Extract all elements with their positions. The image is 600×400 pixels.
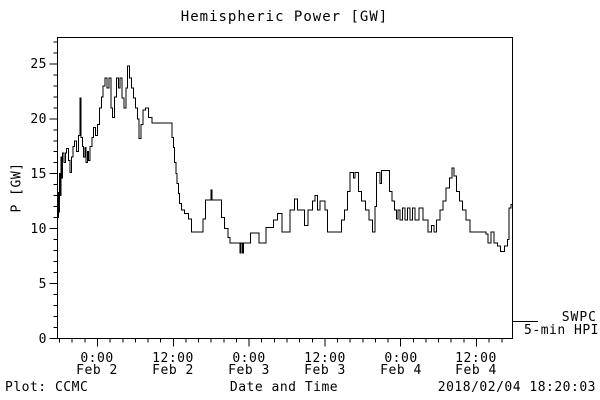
x-tick-time-label: 0:00 bbox=[80, 351, 114, 366]
legend-series-label: SWPC bbox=[561, 310, 597, 325]
x-tick-time-label: 0:00 bbox=[232, 351, 266, 366]
y-tick-label: 0 bbox=[38, 332, 47, 347]
footer-plot-source: Plot: CCMC bbox=[5, 380, 89, 395]
x-tick-date-label: Feb 2 bbox=[152, 363, 194, 378]
x-tick-date-label: Feb 3 bbox=[304, 363, 346, 378]
y-tick-label: 5 bbox=[38, 277, 47, 292]
x-axis-title: Date and Time bbox=[229, 380, 339, 395]
x-tick-time-label: 12:00 bbox=[455, 351, 497, 366]
chart-title: Hemispheric Power [GW] bbox=[180, 9, 389, 25]
x-tick-time-label: 12:00 bbox=[152, 351, 194, 366]
y-tick-label: 15 bbox=[30, 167, 47, 182]
x-tick-time-label: 0:00 bbox=[384, 351, 418, 366]
y-tick-label: 20 bbox=[30, 112, 47, 127]
footer-timestamp: 2018/02/04 18:20:03 bbox=[437, 380, 596, 395]
data-series-line bbox=[57, 65, 513, 254]
x-tick-date-label: Feb 3 bbox=[228, 363, 270, 378]
axis-ticks bbox=[49, 41, 503, 347]
y-tick-label: 10 bbox=[30, 222, 47, 237]
x-tick-date-label: Feb 4 bbox=[455, 363, 497, 378]
plot-frame bbox=[57, 37, 513, 339]
legend-series-sublabel: 5-min HPI bbox=[524, 323, 599, 338]
y-tick-label: 25 bbox=[30, 57, 47, 72]
x-tick-date-label: Feb 4 bbox=[380, 363, 422, 378]
x-tick-time-label: 12:00 bbox=[304, 351, 346, 366]
x-tick-date-label: Feb 2 bbox=[76, 363, 118, 378]
